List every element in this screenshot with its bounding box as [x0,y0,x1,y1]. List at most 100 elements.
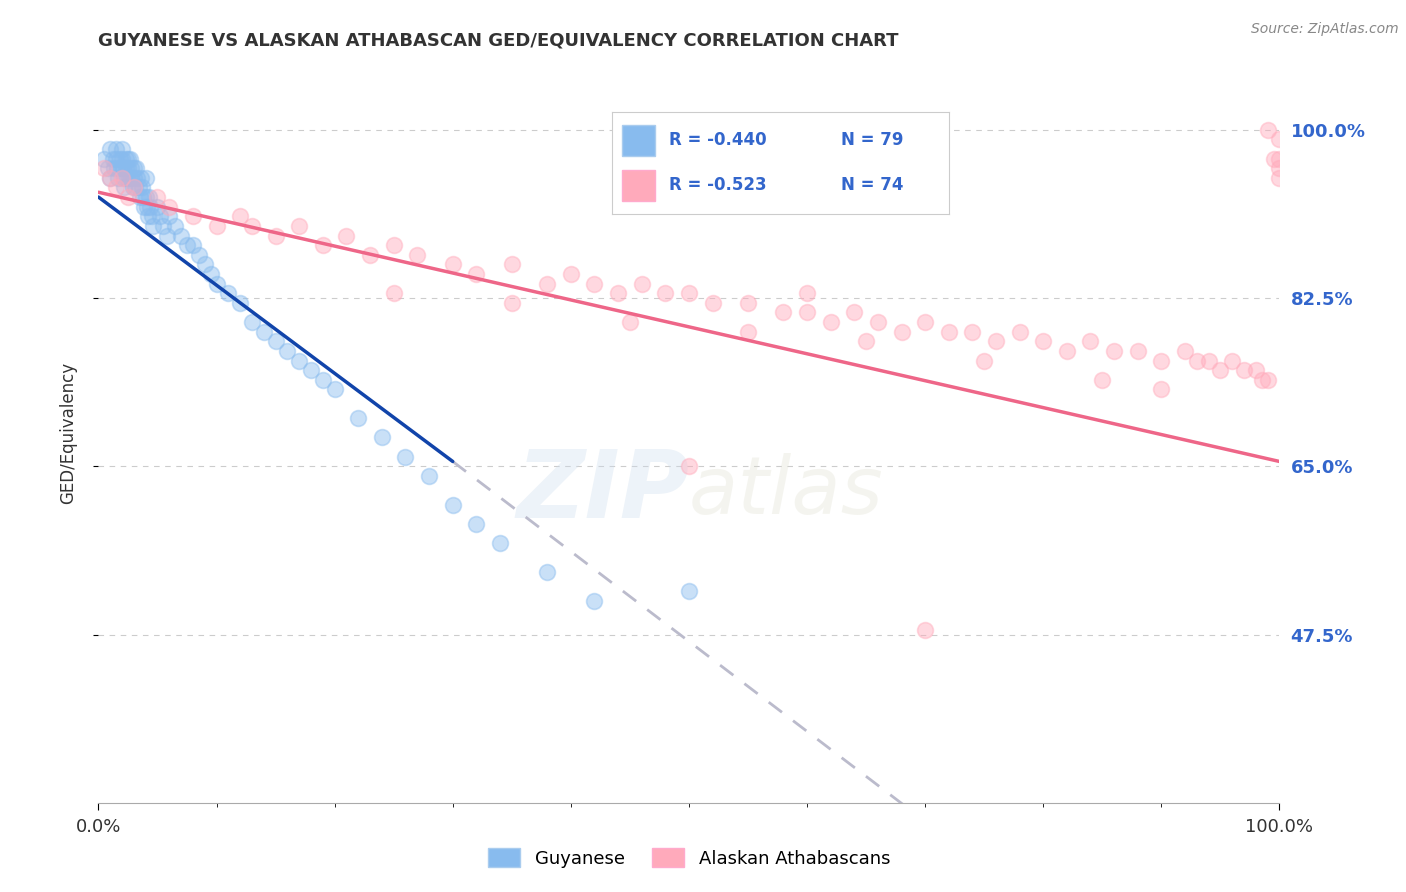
Point [93,161,115,176]
Point [118,170,141,185]
Point [796,286,818,301]
Point [501,295,523,310]
Point [312,238,335,252]
Point [134,200,156,214]
Point [1198,353,1220,368]
Point [796,305,818,319]
Point [441,498,464,512]
Point [115,170,138,185]
Point [112,170,135,185]
Text: R = -0.523: R = -0.523 [669,177,766,194]
Point [914,623,936,637]
Point [181,209,204,223]
Point [107,170,129,185]
Point [1008,325,1031,339]
Point [122,170,145,185]
Point [382,238,405,252]
Point [121,170,143,185]
Point [205,219,228,233]
Point [335,228,357,243]
Point [111,152,134,166]
Text: N = 74: N = 74 [841,177,904,194]
Point [110,161,132,176]
Point [111,170,134,185]
Point [844,305,866,319]
Point [124,180,146,194]
Text: N = 79: N = 79 [841,131,904,149]
Point [176,238,198,252]
Point [229,209,252,223]
Point [101,152,124,166]
Point [117,161,139,176]
Point [678,459,700,474]
Point [583,277,606,291]
Point [382,286,405,301]
Point [157,200,180,214]
Point [181,238,204,252]
Point [276,343,298,358]
Point [264,334,287,349]
Point [536,565,558,579]
Point [108,152,131,166]
Point [465,516,488,531]
Point [1268,170,1291,185]
Point [165,219,187,233]
Point [371,430,394,444]
Point [127,170,149,185]
Point [240,315,263,329]
Point [1174,343,1197,358]
Point [312,373,335,387]
Point [737,295,759,310]
Point [114,152,136,166]
Point [105,152,128,166]
Point [418,469,440,483]
Point [264,228,287,243]
Point [120,152,142,166]
Point [93,152,115,166]
Point [536,277,558,291]
Point [772,305,794,319]
Point [121,180,143,194]
Point [200,267,222,281]
Point [129,170,152,185]
Point [630,277,652,291]
Point [406,248,429,262]
Point [702,295,724,310]
Point [1209,363,1232,377]
Point [560,267,582,281]
Point [678,286,700,301]
Point [737,325,759,339]
Point [135,190,157,204]
Point [217,286,239,301]
Point [1150,353,1173,368]
Point [1185,353,1208,368]
Point [1220,353,1243,368]
Point [938,325,960,339]
Bar [621,125,655,155]
Point [1250,373,1272,387]
Point [253,325,276,339]
Point [1091,373,1114,387]
Point [914,315,936,329]
Point [1263,152,1285,166]
Text: atlas: atlas [689,453,884,531]
Point [323,382,346,396]
Point [121,161,143,176]
Point [98,170,121,185]
Point [654,286,676,301]
Point [855,334,877,349]
Point [146,200,169,214]
Point [619,315,641,329]
Point [187,248,209,262]
Point [890,325,912,339]
Point [441,257,464,271]
Point [1268,161,1291,176]
Point [583,594,606,608]
Point [125,161,148,176]
Point [122,161,145,176]
Point [105,142,128,156]
Point [117,190,139,204]
Point [820,315,842,329]
Point [112,180,135,194]
Point [136,209,159,223]
